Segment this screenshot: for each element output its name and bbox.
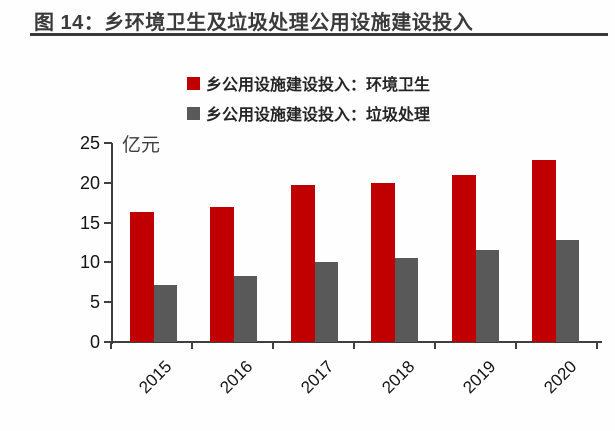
y-tick-mark — [104, 301, 112, 304]
legend-label-garbage: 乡公用设施建设投入：垃圾处理 — [206, 107, 431, 124]
bar-garbage-2019 — [475, 250, 499, 342]
bar-environment-2016 — [210, 207, 235, 342]
bar-garbage-2015 — [154, 284, 177, 342]
x-tick-mark — [434, 343, 436, 349]
x-tick-mark — [353, 343, 355, 349]
y-tick-mark — [104, 261, 112, 264]
y-tick-mark — [104, 181, 112, 184]
x-tick-mark — [191, 343, 193, 349]
x-tick-mark — [515, 343, 517, 349]
x-tick-label: 2019 — [458, 357, 499, 398]
bar-environment-2015 — [130, 212, 154, 342]
y-tick-label: 15 — [79, 212, 100, 233]
y-tick-label: 25 — [79, 133, 100, 153]
bar-environment-2020 — [532, 159, 556, 342]
y-axis-line — [111, 143, 113, 344]
bar-garbage-2017 — [314, 261, 338, 342]
y-tick-label: 10 — [79, 252, 100, 273]
y-tick-label: 20 — [79, 172, 100, 193]
y-tick-label: 5 — [89, 292, 100, 313]
x-tick-label: 2017 — [296, 357, 337, 398]
x-tick-mark — [272, 343, 274, 349]
y-tick-mark — [104, 341, 112, 343]
x-tick-label: 2018 — [377, 357, 418, 398]
bar-garbage-2016 — [234, 275, 258, 342]
legend-item-garbage: 乡公用设施建设投入：垃圾处理 — [187, 98, 430, 128]
y-tick-mark — [104, 142, 112, 144]
legend-swatch-environment-icon — [187, 76, 200, 90]
x-tick-mark — [110, 343, 112, 349]
x-tick-label: 2016 — [215, 357, 256, 398]
x-tick-label: 2020 — [539, 357, 580, 398]
bar-garbage-2018 — [395, 258, 419, 342]
x-tick-label: 2015 — [134, 357, 175, 398]
bar-environment-2019 — [451, 174, 476, 342]
bar-environment-2017 — [290, 185, 315, 342]
legend: 乡公用设施建设投入：环境卫生 乡公用设施建设投入：垃圾处理 — [187, 68, 430, 128]
x-tick-mark — [596, 343, 598, 349]
figure-title: 图 14：乡环境卫生及垃圾处理公用设施建设投入 — [34, 12, 474, 34]
y-axis-unit-label: 亿元 — [122, 135, 161, 156]
legend-item-environment: 乡公用设施建设投入：环境卫生 — [187, 68, 430, 98]
x-axis-line — [111, 341, 602, 343]
legend-label-environment: 乡公用设施建设投入：环境卫生 — [206, 77, 431, 94]
y-tick-label: 0 — [89, 332, 100, 352]
title-underline — [30, 33, 608, 36]
y-tick-mark — [104, 221, 112, 224]
bar-garbage-2020 — [556, 240, 579, 342]
legend-swatch-garbage-icon — [187, 106, 200, 120]
bar-environment-2018 — [371, 182, 396, 342]
